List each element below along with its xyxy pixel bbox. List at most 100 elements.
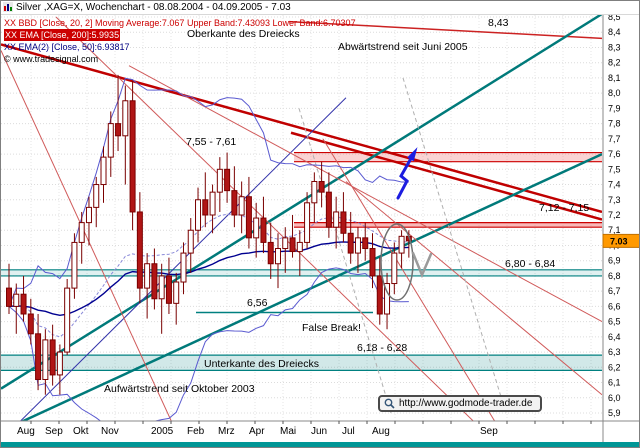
annotation: 7,12 - 7,15 xyxy=(539,202,589,214)
range-bar xyxy=(1,442,639,447)
svg-text:Jul: Jul xyxy=(342,426,355,437)
badge-url: http://www.godmode-trader.de xyxy=(399,398,533,409)
candle xyxy=(85,206,92,224)
window-title: Silver ,XAG=X, Wochenchart - 08.08.2004 … xyxy=(16,2,291,13)
candle xyxy=(238,196,245,216)
svg-text:Mrz: Mrz xyxy=(218,426,235,437)
annotation: Aufwärtstrend seit Oktober 2003 xyxy=(104,383,255,395)
candle xyxy=(347,232,354,254)
candle xyxy=(122,100,129,137)
annotation: 6,56 xyxy=(247,297,268,309)
candle xyxy=(231,190,238,216)
svg-text:8,0: 8,0 xyxy=(608,88,621,98)
upper-downtrend-line xyxy=(288,20,602,40)
candle xyxy=(195,199,202,231)
candle xyxy=(115,123,122,137)
candle xyxy=(107,123,114,158)
uptrend-okt-2003-line xyxy=(1,15,602,390)
candle xyxy=(260,217,267,243)
candle xyxy=(333,211,340,228)
svg-text:6,7: 6,7 xyxy=(608,286,621,296)
candle xyxy=(202,199,209,216)
svg-text:6,3: 6,3 xyxy=(608,347,621,357)
candle xyxy=(173,281,180,304)
svg-text:Mai: Mai xyxy=(280,426,296,437)
svg-text:6,0: 6,0 xyxy=(608,393,621,403)
candle xyxy=(318,180,325,193)
v-mark xyxy=(411,251,433,279)
time-axis[interactable]: Aug Sep Okt Nov 2005 Feb Mrz Apr Mai Jun Jul Aug Sep xyxy=(1,420,640,448)
legend-ema50[interactable]: XX EMA(2) [Close, 50]:6.93817 xyxy=(4,42,130,52)
svg-text:6,1: 6,1 xyxy=(608,378,621,388)
svg-text:7,8: 7,8 xyxy=(608,119,621,129)
candle xyxy=(180,252,187,283)
svg-text:Feb: Feb xyxy=(187,426,205,437)
candle xyxy=(6,287,12,307)
svg-text:Nov: Nov xyxy=(101,426,119,437)
price-axis[interactable]: 8,5 8,4 8,3 8,2 8,1 8,0 7,9 7,8 7,7 7,6 7,5 7,4 7,3 7… xyxy=(602,1,640,448)
magnifier-icon xyxy=(384,398,395,409)
svg-text:Sep: Sep xyxy=(480,426,498,437)
drawing-layer xyxy=(380,147,433,301)
downtrend-june-2005-line xyxy=(290,131,602,221)
window-titlebar[interactable]: Silver ,XAG=X, Wochenchart - 08.08.2004 … xyxy=(1,1,639,15)
svg-text:Sep: Sep xyxy=(45,426,63,437)
annotation: False Break! xyxy=(302,322,361,334)
svg-text:6,9: 6,9 xyxy=(608,256,621,266)
candle xyxy=(56,351,63,376)
triangle-bottom-line xyxy=(20,152,602,421)
svg-text:8,5: 8,5 xyxy=(608,12,621,22)
annotation: 6,80 - 6,84 xyxy=(505,258,555,270)
candle xyxy=(100,156,107,186)
annotation: Abwärtstrend seit Juni 2005 xyxy=(338,41,468,53)
candle xyxy=(253,217,260,239)
candle xyxy=(129,100,136,213)
candle xyxy=(165,275,172,304)
candle xyxy=(151,263,158,300)
svg-text:6,6: 6,6 xyxy=(608,301,621,311)
candle xyxy=(245,196,252,239)
godmode-trader-badge: http://www.godmode-trader.de xyxy=(378,395,543,412)
downtrend-dec-high-line xyxy=(128,65,602,323)
svg-text:8,3: 8,3 xyxy=(608,42,621,52)
svg-text:7.03: 7.03 xyxy=(610,236,628,246)
svg-text:5,9: 5,9 xyxy=(608,408,621,418)
tradesignal-copyright: © www.tradesignal.com xyxy=(4,54,99,64)
support-zone-680-684 xyxy=(1,269,602,276)
candles-layer xyxy=(6,74,412,395)
annotation: 8,43 xyxy=(488,17,509,29)
resistance-zone-755-761 xyxy=(294,152,602,162)
candle xyxy=(354,237,361,254)
svg-text:8,1: 8,1 xyxy=(608,73,621,83)
svg-text:6,5: 6,5 xyxy=(608,317,621,327)
candle xyxy=(49,339,56,376)
triangle-top-line xyxy=(1,43,602,214)
annotation: Oberkante des Dreiecks xyxy=(187,28,300,40)
candle xyxy=(78,222,85,243)
candle xyxy=(13,293,20,307)
candle xyxy=(362,237,369,250)
fan-line-2 xyxy=(1,50,172,421)
svg-text:2005: 2005 xyxy=(151,426,174,437)
last-price-marker xyxy=(602,233,639,248)
candle xyxy=(93,184,100,208)
focus-ellipse xyxy=(380,223,414,301)
legend-bollinger[interactable]: XX BBD [Close, 20, 2] Moving Average:7.0… xyxy=(4,18,356,28)
candle xyxy=(42,339,49,380)
candle xyxy=(224,168,231,192)
candle xyxy=(27,313,34,335)
indicator-legend: XX BBD [Close, 20, 2] Moving Average:7.0… xyxy=(4,17,356,65)
svg-text:7,4: 7,4 xyxy=(608,180,621,190)
svg-text:7,7: 7,7 xyxy=(608,134,621,144)
chart-app-icon xyxy=(3,1,13,17)
support-zone-618-628 xyxy=(1,355,602,371)
candle xyxy=(304,202,311,243)
legend-ema200[interactable]: XX EMA [Close, 200]:5.9935 xyxy=(4,29,121,41)
svg-text:8,2: 8,2 xyxy=(608,58,621,68)
svg-text:7,1: 7,1 xyxy=(608,225,621,235)
annotation: 7,55 - 7,61 xyxy=(186,136,236,148)
candle xyxy=(144,263,151,289)
svg-text:Jun: Jun xyxy=(311,426,327,437)
svg-text:Aug: Aug xyxy=(17,426,35,437)
